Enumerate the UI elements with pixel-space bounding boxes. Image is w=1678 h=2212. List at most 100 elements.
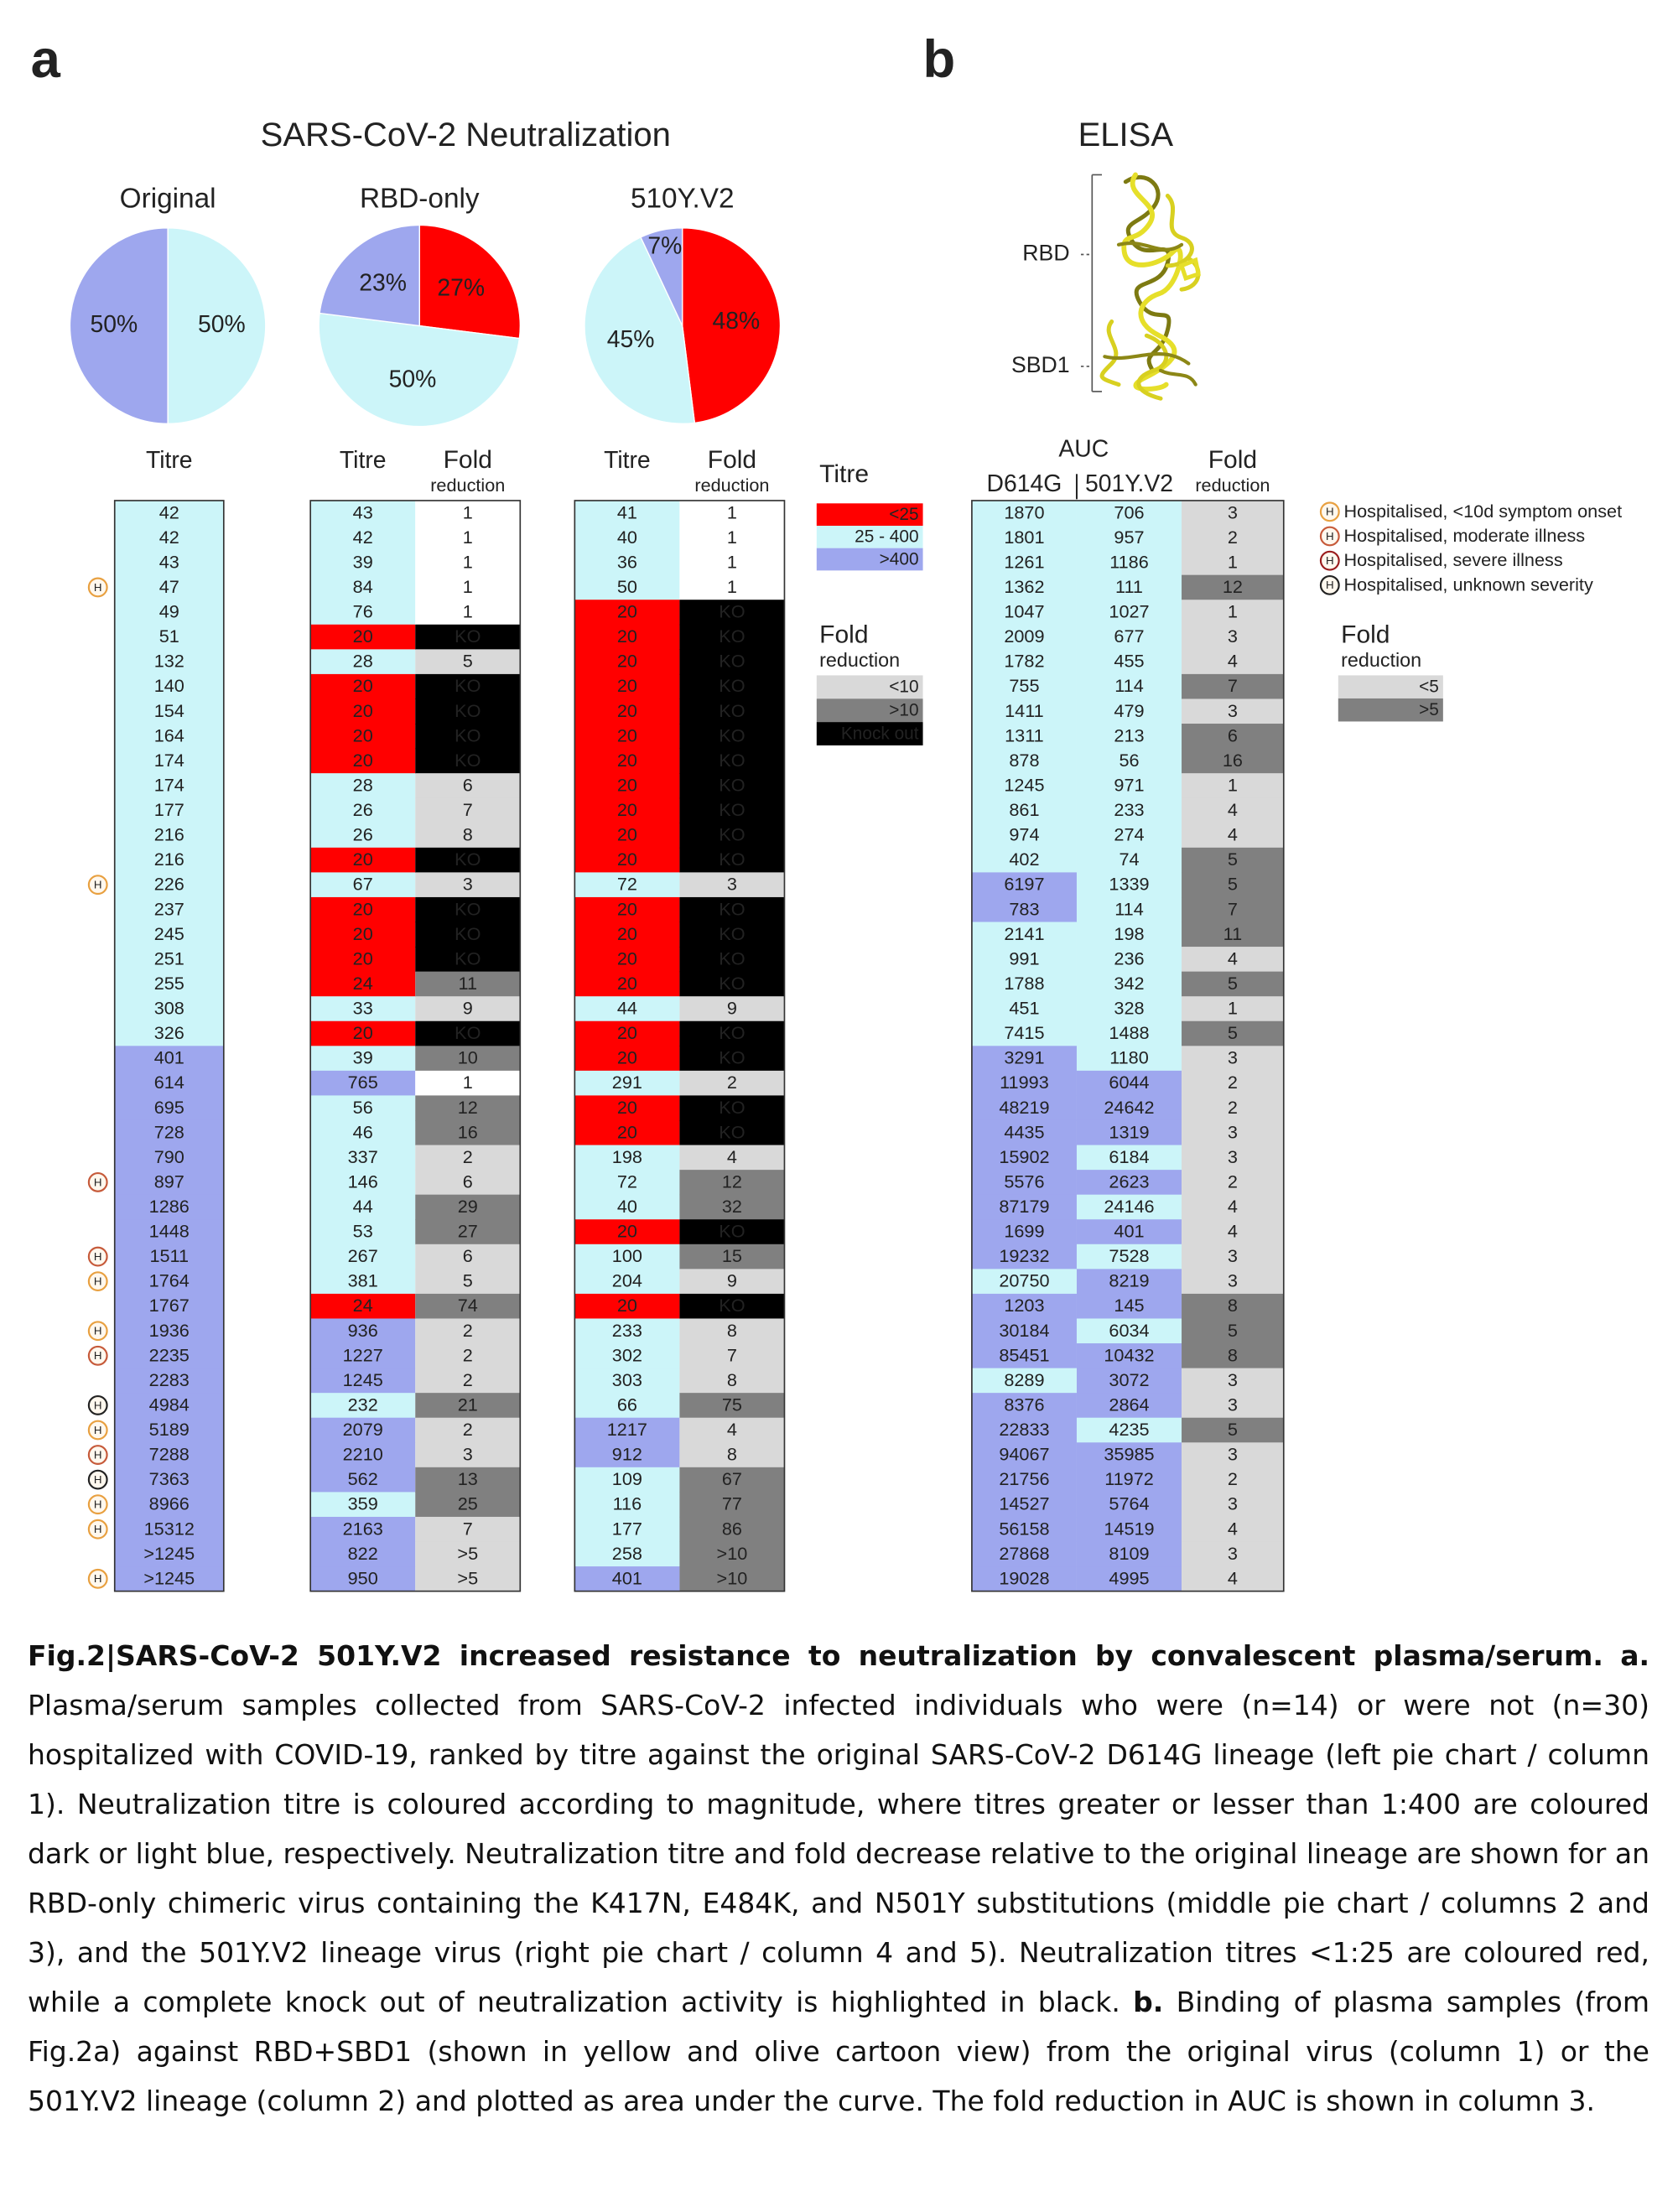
cell xyxy=(310,1194,416,1220)
cell-value: 677 xyxy=(1114,626,1144,646)
cell xyxy=(1182,823,1284,849)
cell xyxy=(114,600,224,626)
cell xyxy=(574,996,680,1022)
cell-value: 3 xyxy=(1228,626,1238,646)
cell-value: 42 xyxy=(353,527,373,548)
cell-value: 1311 xyxy=(1005,724,1044,745)
cell-value: 1 xyxy=(463,527,473,548)
cell-value: 9 xyxy=(727,998,737,1019)
cell-value: 20 xyxy=(617,824,637,845)
cell xyxy=(679,649,785,675)
cell-value: 337 xyxy=(348,1146,378,1167)
cell xyxy=(574,748,680,774)
cell xyxy=(679,823,785,849)
cell-value: 4 xyxy=(1228,948,1238,968)
cell xyxy=(971,698,1077,724)
cell-value: 991 xyxy=(1009,948,1039,968)
cell-value: 216 xyxy=(154,824,184,845)
cell-value: 1767 xyxy=(149,1295,190,1316)
cell xyxy=(1076,947,1182,973)
cell-value: 19028 xyxy=(999,1567,1049,1588)
column-header: Titre xyxy=(340,447,387,474)
cell xyxy=(574,550,680,576)
cell xyxy=(1076,996,1182,1022)
cell-value: 1186 xyxy=(1109,551,1149,572)
cell-value: 1261 xyxy=(1004,551,1044,572)
cell-value: KO xyxy=(455,923,481,944)
cell-value: 245 xyxy=(154,923,184,944)
cell-value: 20 xyxy=(353,724,373,745)
cell-value: 198 xyxy=(1114,923,1144,944)
cell xyxy=(679,748,785,774)
cell xyxy=(310,1020,416,1046)
cell-value: 26 xyxy=(353,824,373,845)
cell xyxy=(971,1343,1077,1369)
pie-label: 27% xyxy=(437,274,485,301)
cell-value: 8289 xyxy=(1004,1369,1044,1390)
cell xyxy=(1182,1318,1284,1344)
cell xyxy=(1076,1343,1182,1369)
cell xyxy=(1182,1566,1284,1592)
cell xyxy=(415,500,521,527)
cell-value: 728 xyxy=(154,1121,184,1142)
cell-value: 897 xyxy=(154,1171,184,1192)
pie-slice xyxy=(584,236,696,424)
hospital-marker xyxy=(87,1321,108,1342)
cell xyxy=(1182,1442,1284,1468)
cell-value: KO xyxy=(719,675,745,696)
column-header: Titre xyxy=(604,447,651,474)
pie-slice xyxy=(418,224,521,340)
cell xyxy=(1182,872,1284,898)
cell-value: 1 xyxy=(727,576,737,597)
cell xyxy=(310,847,416,873)
cell-value: 8966 xyxy=(149,1493,190,1514)
cell xyxy=(114,996,224,1022)
cell-value: 6034 xyxy=(1109,1320,1149,1341)
cell xyxy=(971,896,1077,923)
panel-label: a xyxy=(31,30,61,89)
cell-value: 140 xyxy=(154,675,184,696)
cell-value: 40 xyxy=(617,527,637,548)
cell-value: 7415 xyxy=(1004,1022,1044,1043)
cell-value: 1782 xyxy=(1004,651,1044,672)
cell-value: 232 xyxy=(348,1394,378,1415)
legend-swatch xyxy=(816,525,923,548)
cell xyxy=(574,1020,680,1046)
cell-value: KO xyxy=(455,700,481,721)
cell-value: 48219 xyxy=(999,1097,1049,1118)
cell-value: 46 xyxy=(353,1121,373,1142)
cell xyxy=(574,896,680,923)
cell-value: 16 xyxy=(458,1121,478,1142)
cell xyxy=(971,500,1077,527)
cell xyxy=(574,922,680,948)
cell-value: 258 xyxy=(612,1543,642,1564)
column-header: Titre xyxy=(146,447,193,474)
cell-value: 111 xyxy=(1115,576,1143,597)
cell-value: 5 xyxy=(463,1270,473,1291)
cell xyxy=(415,1095,521,1121)
cell-value: 4 xyxy=(1228,799,1238,820)
cell xyxy=(1182,1516,1284,1543)
cell-value: 9 xyxy=(463,998,473,1019)
cell-value: 3 xyxy=(1228,1047,1238,1068)
cell xyxy=(310,574,416,600)
cell-value: 2079 xyxy=(343,1419,383,1440)
cell-value: 2 xyxy=(463,1344,473,1365)
cell-value: 950 xyxy=(348,1567,378,1588)
cell-value: 72 xyxy=(617,1171,637,1192)
cell-value: 1 xyxy=(463,576,473,597)
cell-value: 2 xyxy=(1228,1072,1238,1093)
cell xyxy=(415,1244,521,1270)
pie-label: 23% xyxy=(359,269,407,296)
cell xyxy=(971,1566,1077,1592)
cell xyxy=(1076,896,1182,923)
cell xyxy=(574,1417,680,1443)
cell xyxy=(679,1194,785,1220)
cell-value: 233 xyxy=(612,1320,642,1341)
cell xyxy=(415,1516,521,1543)
cell xyxy=(114,1467,224,1493)
cell-value: 20 xyxy=(617,1121,637,1142)
cell xyxy=(114,1566,224,1592)
cell-value: 2 xyxy=(727,1072,737,1093)
cell xyxy=(114,1541,224,1567)
